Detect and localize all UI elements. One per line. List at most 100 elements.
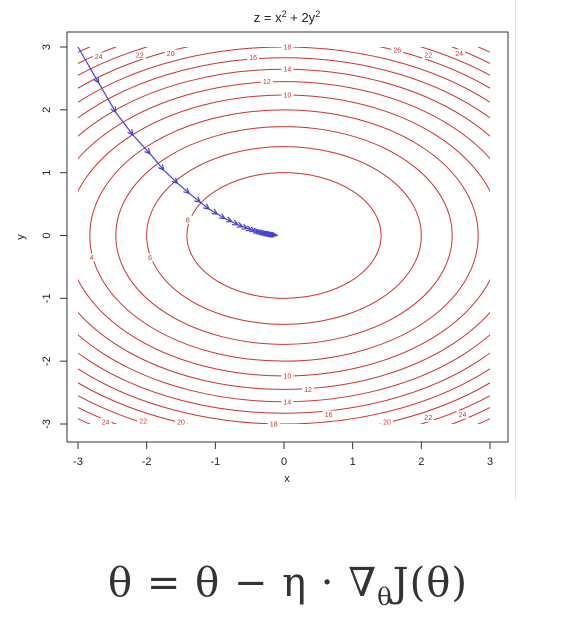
- title-exp1: 2: [282, 9, 287, 19]
- y-axis-label: y: [15, 234, 27, 240]
- contour-label: 26: [393, 48, 401, 55]
- contour-label: 24: [95, 54, 103, 61]
- contour-label: 20: [177, 420, 185, 427]
- contour-label: 16: [249, 55, 257, 62]
- contour-label-bg: [281, 64, 294, 73]
- contour-label-bg: [281, 43, 294, 51]
- update-formula: θ = θ − η · ∇θJ(θ): [0, 560, 576, 611]
- contour-line: [146, 146, 422, 325]
- contour-label: 24: [102, 420, 110, 427]
- formula-theta-3: θ: [426, 560, 452, 606]
- contour-line: [78, 47, 490, 424]
- contour-label-bg: [422, 413, 435, 422]
- contour-label-bg: [85, 253, 98, 262]
- y-tick-label: -1: [41, 293, 53, 303]
- contour-label: 22: [424, 415, 432, 422]
- path-step: [217, 213, 226, 220]
- contour-label-bg: [260, 77, 273, 86]
- formula-dot: ·: [320, 560, 335, 606]
- contour-label-bg: [322, 410, 335, 419]
- nabla-subscript: θ: [377, 583, 393, 611]
- divider: [515, 0, 516, 500]
- contour-label-bg: [137, 416, 150, 425]
- contour-line: [78, 47, 490, 424]
- title-exp2: 2: [315, 9, 320, 19]
- x-axis-label: x: [284, 473, 290, 485]
- x-tick-label: 3: [487, 456, 493, 468]
- path-step: [199, 201, 210, 210]
- contour-label: 20: [167, 51, 175, 58]
- contour-line: [78, 68, 490, 403]
- x-tick-label: -1: [210, 456, 220, 468]
- contour-label: 16: [325, 412, 333, 419]
- contour-line: [115, 126, 453, 345]
- contour-label: 4: [90, 255, 94, 262]
- nabla-symbol: ∇: [348, 560, 378, 606]
- y-tick-label: -3: [41, 419, 53, 429]
- contour-label: 6: [148, 255, 152, 262]
- contour-line: [186, 172, 382, 299]
- contour-line: [78, 81, 490, 390]
- path-step: [115, 111, 134, 136]
- contour-line: [78, 47, 490, 424]
- contour-label: 10: [284, 374, 292, 381]
- contour-label: 20: [383, 420, 391, 427]
- contour-label: 10: [284, 92, 292, 99]
- x-tick-label: -2: [142, 456, 152, 468]
- path-step: [132, 134, 151, 155]
- path-step: [188, 192, 201, 203]
- contour-label: 22: [139, 418, 147, 425]
- formula-lparen: (: [409, 560, 427, 606]
- formula-eta: η: [282, 560, 308, 606]
- path-arrowhead: [271, 231, 279, 238]
- contour-label-bg: [144, 253, 157, 262]
- path-step: [149, 153, 165, 171]
- contour-label-bg: [302, 385, 315, 394]
- y-tick-label: 3: [41, 44, 53, 50]
- y-tick-label: 0: [41, 232, 53, 238]
- contour-label: 22: [136, 53, 144, 60]
- contour-label: 12: [263, 79, 271, 86]
- formula-nabla: ∇θ: [348, 560, 392, 611]
- contour-label: 24: [455, 51, 463, 58]
- x-tick-label: 1: [350, 456, 356, 468]
- contour-label-bg: [92, 52, 105, 61]
- formula-theta-2: θ: [195, 560, 221, 606]
- contour-label-bg: [247, 53, 260, 62]
- contour-label-bg: [175, 418, 187, 427]
- plot-frame: [66, 31, 509, 443]
- contour-label-bg: [181, 215, 194, 224]
- x-tick-label: -3: [73, 456, 83, 468]
- y-tick-label: 2: [41, 107, 53, 113]
- contour-lines: [78, 47, 490, 424]
- chart-title: z = x2 + 2y2: [254, 9, 320, 25]
- path-step: [163, 169, 178, 184]
- contour-label: 18: [270, 422, 278, 429]
- title-mid: + 2y: [287, 10, 316, 25]
- contour-label: 12: [304, 387, 312, 394]
- contour-label-bg: [391, 46, 404, 55]
- contour-labels: 24 22 20 18 16 14 12 10 26 22 24 8 6 4 10 12 14 16 18 24 22 2…: [85, 43, 469, 429]
- contour-label-bg: [267, 420, 280, 428]
- contour-label-bg: [456, 410, 469, 419]
- contour-label: 8: [186, 217, 190, 224]
- formula-J: J: [392, 560, 410, 606]
- path-step: [77, 46, 100, 84]
- contour-label-bg: [99, 418, 112, 427]
- contour-label-bg: [281, 90, 294, 99]
- contour-label: 24: [459, 412, 467, 419]
- contour-label-bg: [453, 49, 466, 58]
- x-tick-label: 2: [418, 456, 424, 468]
- contour-label-bg: [281, 372, 294, 381]
- contour-label-bg: [422, 51, 435, 60]
- formula-rparen: ): [451, 560, 468, 606]
- path-step: [208, 208, 218, 215]
- y-tick-label: 1: [41, 170, 53, 176]
- x-axis: -3 -2 -1 0 1 2 3: [73, 442, 493, 468]
- contour-label: 22: [424, 53, 432, 60]
- path-step: [98, 82, 117, 113]
- contour-line: [78, 94, 490, 377]
- formula-minus: −: [233, 560, 269, 606]
- formula-equals: =: [146, 560, 182, 606]
- y-tick-label: -2: [41, 356, 53, 366]
